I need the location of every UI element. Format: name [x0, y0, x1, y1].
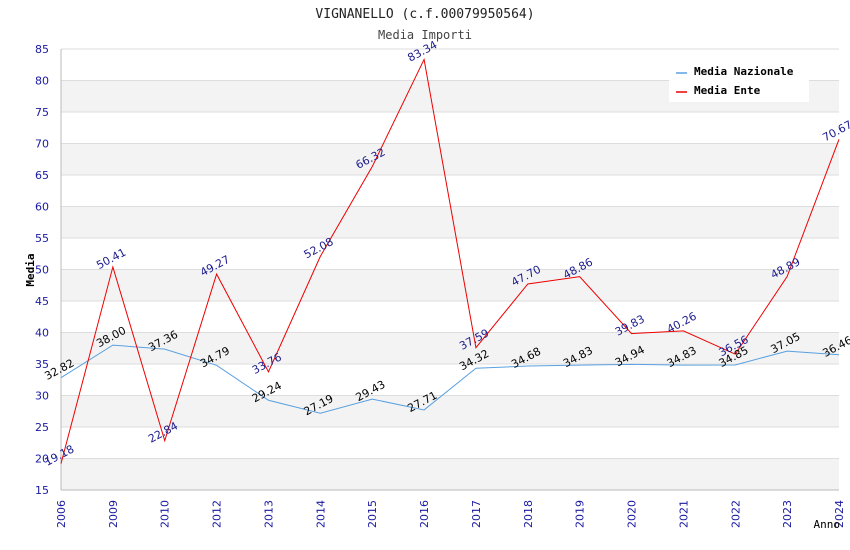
grid-band [61, 364, 839, 396]
grid-bands [61, 49, 839, 490]
x-tick-label: 2017 [470, 500, 483, 528]
grid-band [61, 112, 839, 144]
y-tick-label: 20 [35, 453, 49, 466]
x-tick-label: 2024 [833, 500, 846, 528]
y-tick-label: 85 [35, 43, 49, 56]
y-tick-label: 80 [35, 75, 49, 88]
x-tick-label: 2014 [314, 500, 327, 528]
x-axis-label: Anno [814, 518, 841, 531]
chart-title: VIGNANELLO (c.f.00079950564) [315, 7, 534, 22]
legend: Media Nazionale Media Ente [669, 60, 809, 102]
y-tick-labels: 15 20 25 30 35 40 45 50 55 60 65 70 75 80 85 [35, 43, 49, 497]
y-tick-label: 70 [35, 138, 49, 151]
grid-band [61, 269, 839, 301]
x-tick-label: 2021 [677, 500, 690, 528]
series-line-media-ente [60, 57, 840, 464]
x-tick-label: 2023 [781, 500, 794, 528]
series-lines [60, 57, 840, 464]
y-tick-label: 55 [35, 232, 49, 245]
y-tick-label: 30 [35, 390, 49, 403]
y-tick-label: 45 [35, 295, 49, 308]
x-tick-label: 2006 [55, 500, 68, 528]
x-tick-label: 2019 [574, 500, 587, 528]
y-tick-label: 50 [35, 264, 49, 277]
legend-box [669, 60, 809, 102]
grid-band [61, 206, 839, 238]
grid-band [61, 238, 839, 270]
y-tick-label: 25 [35, 421, 49, 434]
grid-band [61, 458, 839, 490]
y-axis-label: Media [24, 253, 37, 286]
x-tick-label: 2010 [159, 500, 172, 528]
x-tick-label: 2020 [626, 500, 639, 528]
x-tick-label: 2022 [729, 500, 742, 528]
x-tick-label: 2018 [522, 500, 535, 528]
chart-subtitle: Media Importi [378, 28, 472, 42]
x-tick-labels: 2006 2009 2010 2012 2013 2014 2015 2016 2017 2018… [55, 500, 846, 528]
grid-band [61, 301, 839, 333]
grid-lines [61, 48, 839, 491]
legend-label-media-ente: Media Ente [694, 84, 761, 97]
y-tick-label: 35 [35, 358, 49, 371]
y-tick-label: 75 [35, 106, 49, 119]
y-tick-label: 65 [35, 169, 49, 182]
grid-band [61, 143, 839, 175]
grid-band [61, 395, 839, 427]
x-tick-label: 2012 [211, 500, 224, 528]
x-tick-label: 2015 [366, 500, 379, 528]
y-tick-label: 40 [35, 327, 49, 340]
x-tick-label: 2009 [107, 500, 120, 528]
legend-label-media-nazionale: Media Nazionale [694, 65, 794, 78]
x-tick-label: 2016 [418, 500, 431, 528]
grid-band [61, 427, 839, 459]
y-tick-label: 15 [35, 484, 49, 497]
y-tick-label: 60 [35, 201, 49, 214]
x-tick-label: 2013 [262, 500, 275, 528]
